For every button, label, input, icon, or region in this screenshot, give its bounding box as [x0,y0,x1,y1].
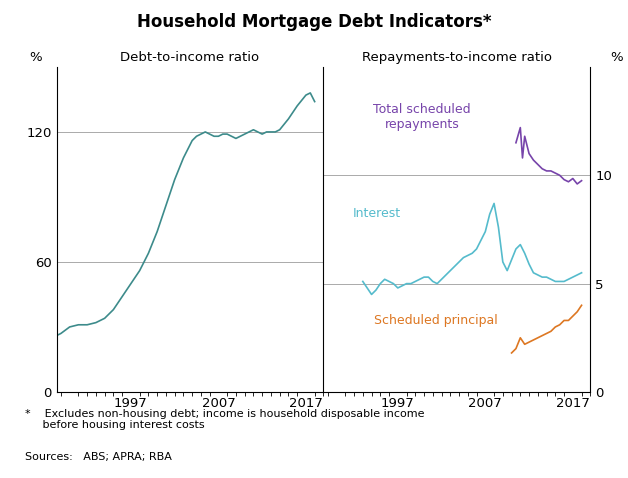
Text: %: % [610,51,624,64]
Text: Interest: Interest [353,206,401,220]
Text: Repayments-to-income ratio: Repayments-to-income ratio [362,51,552,64]
Text: Debt-to-income ratio: Debt-to-income ratio [121,51,259,64]
Text: *    Excludes non-housing debt; income is household disposable income
     befor: * Excludes non-housing debt; income is h… [25,409,425,430]
Text: Total scheduled
repayments: Total scheduled repayments [374,103,471,130]
Text: Household Mortgage Debt Indicators*: Household Mortgage Debt Indicators* [137,13,491,31]
Text: Scheduled principal: Scheduled principal [374,314,497,327]
Text: Sources:   ABS; APRA; RBA: Sources: ABS; APRA; RBA [25,452,172,462]
Text: %: % [29,51,41,64]
